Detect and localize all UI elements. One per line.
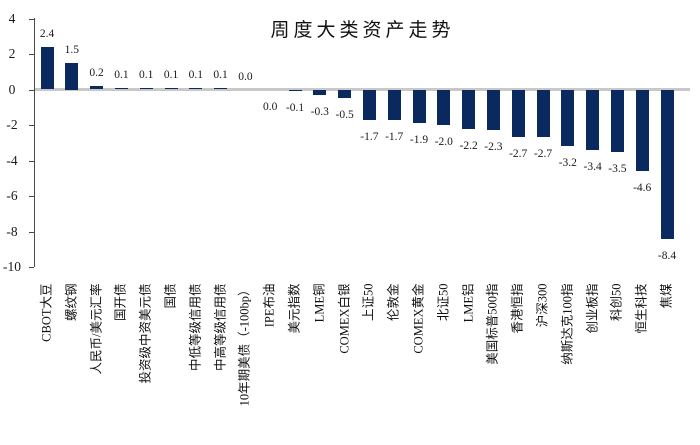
- bar: [412, 89, 426, 124]
- bar: [164, 87, 178, 90]
- y-axis-tick: [29, 160, 34, 162]
- x-axis-label: IPE布油: [262, 283, 277, 327]
- y-axis-tick: [29, 231, 34, 233]
- y-axis-tick-label: 2: [8, 46, 16, 61]
- x-axis-label: LME铜: [312, 283, 327, 322]
- x-axis-label: 投资级中资美元债: [138, 283, 153, 384]
- x-axis-label: 美国标普500指: [485, 283, 500, 365]
- y-axis-tick-label: 4: [8, 10, 16, 26]
- bar: [511, 89, 525, 138]
- bar: [660, 89, 674, 239]
- y-axis-tick: [29, 196, 34, 197]
- x-axis-label: COMEX白银: [337, 283, 352, 354]
- bar-value-label: 1.5: [64, 43, 79, 56]
- y-axis-tick: [29, 18, 34, 20]
- y-axis-tick: [29, 89, 34, 91]
- zero-gridline: [35, 88, 690, 91]
- y-axis-tick-label: -4: [6, 152, 18, 168]
- bar-value-label: -1.7: [385, 130, 404, 143]
- bar-value-label: -3.4: [583, 160, 602, 173]
- bar-value-label: 0.2: [89, 66, 104, 79]
- bar: [437, 89, 451, 125]
- bar: [462, 89, 476, 129]
- x-axis-label: 国债: [163, 283, 178, 309]
- x-axis-label: 美元指数: [287, 283, 302, 334]
- y-axis-tick-label: 0: [8, 81, 16, 97]
- y-axis-tick-label: -10: [3, 259, 21, 274]
- bar-value-label: -2.7: [533, 148, 553, 161]
- x-axis-label: 北证50: [436, 283, 451, 321]
- y-axis-tick-label: -2: [6, 117, 18, 132]
- bar-value-label: -3.2: [558, 157, 577, 170]
- bar: [610, 89, 624, 152]
- x-axis-label: 中高等级信用债: [213, 283, 228, 371]
- x-axis-label: CBOT大豆: [39, 283, 54, 342]
- bar: [313, 89, 327, 95]
- bar-value-label: -0.5: [335, 109, 354, 122]
- bar: [387, 89, 401, 120]
- bar-value-label: -3.5: [608, 162, 627, 175]
- bar-value-label: -0.3: [310, 105, 329, 118]
- bar: [338, 89, 352, 99]
- x-axis-label: LME铝: [461, 283, 476, 322]
- bar: [139, 87, 153, 90]
- bar-value-label: -4.6: [633, 182, 652, 195]
- x-axis-label: 人民币/美元汇率: [89, 283, 104, 374]
- bar-value-label: 0.1: [163, 68, 179, 81]
- x-axis-label: 螺纹钢: [64, 283, 79, 321]
- bar: [536, 89, 550, 138]
- x-axis-label: 国开债: [113, 283, 128, 321]
- x-axis-label: 纳斯达克100指: [560, 283, 575, 365]
- bar: [288, 89, 302, 92]
- y-axis-tick: [29, 267, 34, 268]
- bar-value-label: -1.7: [360, 130, 379, 143]
- bar: [486, 89, 500, 131]
- chart-title: 周度大类资产走势: [270, 20, 455, 41]
- x-axis-label: 伦敦金: [386, 283, 401, 321]
- bar-value-label: 2.4: [39, 27, 55, 40]
- x-axis-label: 创业板指: [585, 283, 600, 334]
- bar: [362, 89, 376, 120]
- x-axis-label: 上证50: [361, 283, 376, 321]
- bar: [65, 62, 79, 90]
- bar-value-label: 0.1: [114, 68, 129, 81]
- y-axis-tick-label: -6: [6, 188, 18, 203]
- bar-value-label: -0.1: [285, 102, 305, 115]
- bar: [635, 89, 649, 172]
- bar-value-label: -2.3: [484, 141, 503, 154]
- bar: [561, 89, 575, 147]
- y-axis-tick: [29, 125, 34, 126]
- bar: [586, 89, 600, 150]
- bar: [189, 87, 203, 90]
- bar-value-label: -1.9: [409, 134, 429, 147]
- bar-value-label: -8.4: [657, 249, 677, 262]
- bar-value-label: 0.1: [139, 68, 154, 81]
- bar-value-label: -2.2: [459, 139, 478, 152]
- bar-value-label: 0.0: [238, 70, 253, 83]
- bar-value-label: 0.1: [213, 68, 228, 81]
- x-axis-label: 焦煤: [659, 283, 674, 309]
- bar-value-label: -2.0: [434, 136, 453, 148]
- x-axis-label: 恒生科技: [634, 283, 649, 334]
- x-axis-label: 科创50: [609, 283, 624, 321]
- y-axis-tick: [29, 54, 34, 55]
- x-axis-label: 沪深300: [535, 283, 550, 327]
- bar: [214, 87, 228, 90]
- bar: [114, 87, 128, 90]
- x-axis-label: 10年期美债（-100bp）: [237, 283, 252, 406]
- x-axis-label: 中低等级信用债: [188, 283, 203, 371]
- bar-value-label: -2.7: [509, 148, 528, 161]
- bar: [90, 85, 104, 90]
- x-axis-label: COMEX黄金: [411, 283, 426, 354]
- x-axis-label: 香港恒指: [510, 283, 525, 334]
- bar: [40, 46, 54, 90]
- y-axis-tick-label: -8: [6, 223, 18, 239]
- bar-value-label: 0.1: [188, 68, 203, 81]
- y-axis-line: [34, 18, 35, 267]
- bar-value-label: 0.0: [263, 100, 278, 113]
